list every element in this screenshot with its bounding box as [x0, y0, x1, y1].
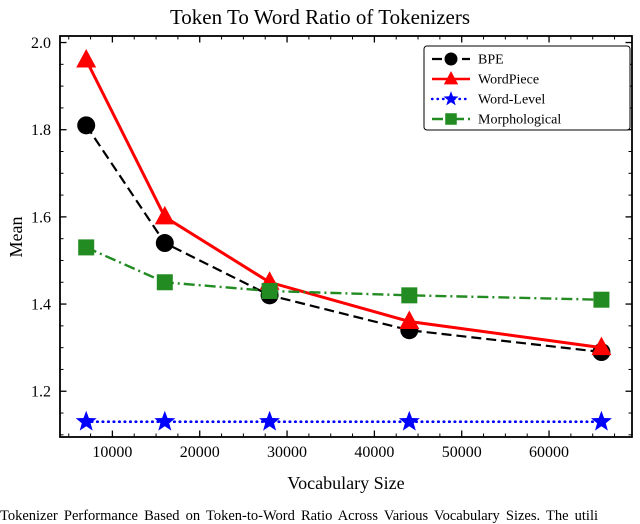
legend-box: [423, 45, 631, 131]
y-tick-label: 1.8: [31, 122, 51, 139]
marker-Word-Level: [154, 410, 176, 431]
marker-Morphological: [401, 287, 418, 304]
legend-label-BPE: BPE: [478, 53, 504, 68]
marker-Morphological: [593, 291, 610, 308]
legend-marker-WordPiece: [443, 71, 459, 85]
plot-border: [59, 35, 633, 438]
marker-WordPiece: [399, 310, 420, 329]
chart-title: Token To Word Ratio of Tokenizers: [169, 5, 471, 29]
x-tick-label: 20000: [180, 444, 220, 461]
y-tick-label: 1.6: [31, 209, 51, 226]
legend-marker-BPE: [444, 52, 458, 66]
y-axis-label: Mean: [6, 216, 26, 258]
x-tick-label: 40000: [354, 444, 394, 461]
y-tick-label: 1.2: [31, 384, 51, 401]
marker-Word-Level: [259, 410, 280, 431]
chart-canvas: 10000 20000 30000 40000 50000 60000 1.2 1.4 1.6 1…: [31, 35, 633, 461]
legend-label-WordPiece: WordPiece: [478, 73, 539, 88]
x-axis-label: Vocabulary Size: [287, 473, 405, 493]
marker-WordPiece: [76, 48, 97, 68]
x-tick-label: 60000: [529, 444, 569, 461]
marker-WordPiece: [591, 336, 612, 356]
legend-label-Morphological: Morphological: [478, 113, 561, 128]
legend-marker-Word-Level: [443, 91, 459, 106]
figure-caption: Tokenizer Performance Based on Token-to-…: [0, 508, 599, 524]
legend-label-Word-Level: Word-Level: [478, 93, 545, 108]
x-tick-label: 10000: [92, 444, 132, 461]
x-tick-label: 30000: [267, 444, 307, 461]
y-tick-label: 1.4: [31, 297, 51, 314]
y-tick-label: 2.0: [31, 35, 51, 52]
marker-Morphological: [78, 239, 95, 256]
marker-Word-Level: [75, 410, 97, 431]
marker-WordPiece: [154, 205, 175, 225]
marker-BPE: [155, 234, 174, 253]
series-line-Morphological: [85, 246, 602, 301]
marker-Word-Level: [398, 410, 420, 431]
marker-Morphological: [156, 274, 173, 291]
legend-marker-Morphological: [445, 113, 457, 125]
marker-Morphological: [261, 282, 278, 299]
marker-Word-Level: [591, 410, 612, 431]
marker-BPE: [77, 116, 96, 135]
x-tick-label: 50000: [442, 444, 482, 461]
